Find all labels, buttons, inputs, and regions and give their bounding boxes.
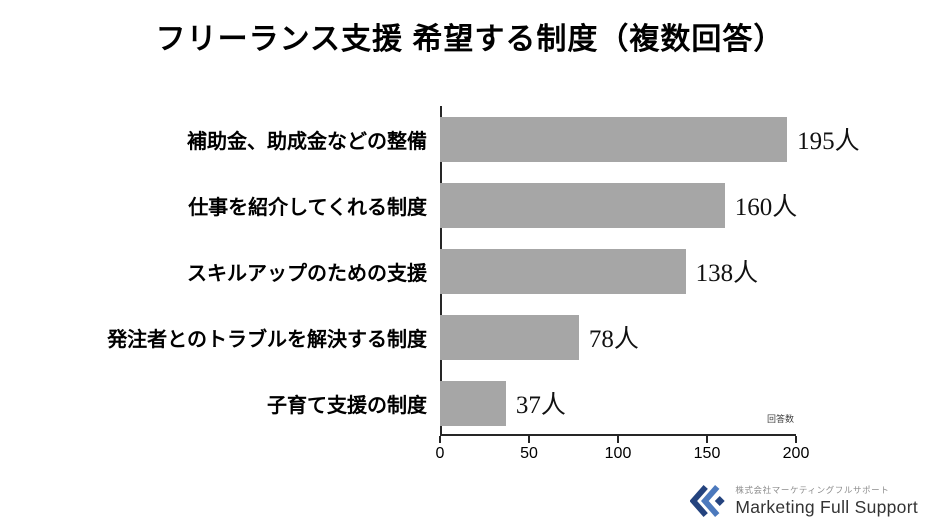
value-label: 160人 — [734, 194, 798, 221]
category-label: 発注者とのトラブルを解決する制度 — [107, 328, 427, 351]
category-label: スキルアップのための支援 — [187, 262, 427, 285]
x-tick-label: 150 — [693, 445, 721, 462]
chart-row: 仕事を紹介してくれる制度 160人 — [70, 172, 870, 238]
bar-track: 138人 — [440, 248, 796, 294]
x-tick-label: 200 — [782, 445, 810, 462]
value-label: 78人 — [588, 326, 639, 353]
company-logo: 株式会社マーケティングフルサポート Marketing Full Support — [690, 483, 918, 519]
chart-row: スキルアップのための支援 138人 — [70, 238, 870, 304]
chart-row: 補助金、助成金などの整備 195人 — [70, 106, 870, 172]
bar-chart: 回答数 補助金、助成金などの整備 195人仕事を紹介してくれる制度 160人スキルア… — [70, 106, 870, 496]
company-text-block: 株式会社マーケティングフルサポート Marketing Full Support — [735, 484, 918, 518]
chart-title: フリーランス支援 希望する制度（複数回答） — [155, 23, 785, 56]
value-label: 37人 — [515, 392, 566, 419]
bar — [440, 182, 725, 228]
x-tick-label: 0 — [435, 445, 445, 462]
category-label: 仕事を紹介してくれる制度 — [188, 196, 427, 219]
x-axis-label: 回答数 — [766, 414, 794, 424]
bar — [440, 314, 579, 360]
x-tick-mark — [617, 436, 619, 443]
bar — [440, 116, 788, 162]
company-logo-icon — [690, 485, 726, 517]
value-label: 138人 — [695, 260, 759, 287]
x-tick-label: 100 — [604, 445, 632, 462]
chart-row: 子育て支援の制度 37人 — [70, 370, 870, 436]
chart-row: 発注者とのトラブルを解決する制度 78人 — [70, 304, 870, 370]
x-tick-mark — [528, 436, 530, 443]
bar-track: 37人 — [440, 380, 796, 426]
bar — [440, 380, 506, 426]
bar — [440, 248, 686, 294]
x-tick-mark — [439, 436, 441, 443]
bar-track: 195人 — [440, 116, 860, 162]
value-label: 195人 — [797, 128, 860, 155]
x-tick-mark — [795, 436, 797, 443]
category-label: 補助金、助成金などの整備 — [187, 130, 427, 153]
x-tick-label: 50 — [520, 445, 538, 462]
x-axis-ticks: 0 50 100 150 200 — [436, 436, 809, 466]
bar-track: 160人 — [440, 182, 798, 228]
x-tick-mark — [706, 436, 708, 443]
company-name-en: Marketing Full Support — [735, 497, 918, 517]
chart-plot-area: 補助金、助成金などの整備 195人仕事を紹介してくれる制度 160人スキルアップのた… — [70, 106, 870, 436]
company-name-ja: 株式会社マーケティングフルサポート — [735, 485, 890, 495]
bar-track: 78人 — [440, 314, 796, 360]
category-label: 子育て支援の制度 — [267, 394, 427, 417]
